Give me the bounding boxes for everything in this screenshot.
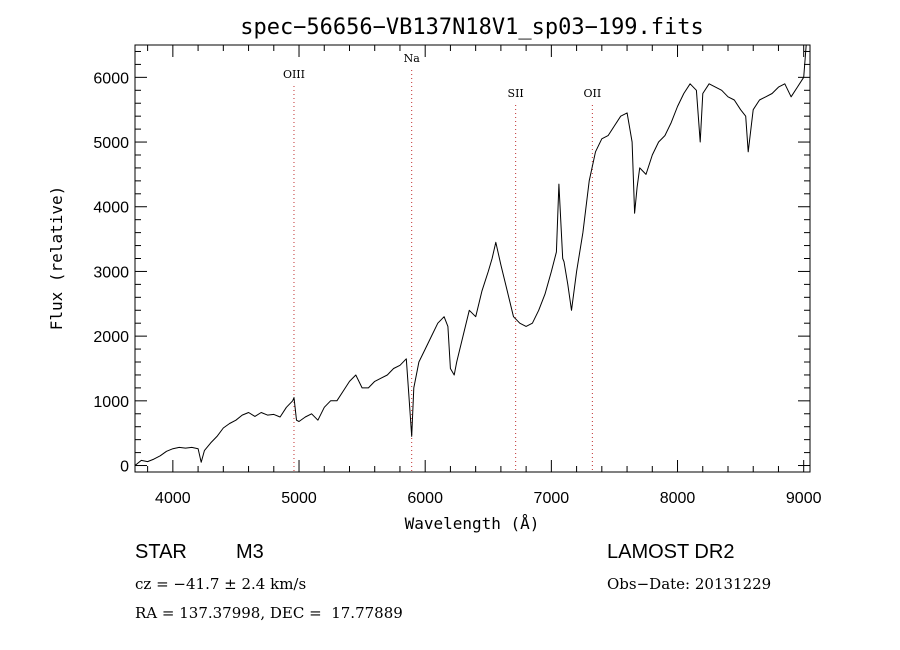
line-marker-label: SII xyxy=(508,87,524,100)
redshift-cz: cz = −41.7 ± 2.4 km/s xyxy=(135,575,307,593)
line-marker-label: OIII xyxy=(283,68,305,81)
x-tick-label: 4000 xyxy=(155,490,191,507)
y-tick-label: 2000 xyxy=(93,329,129,346)
y-tick-label: 1000 xyxy=(93,394,129,411)
emission-line-markers: OIII Na OII SII xyxy=(283,52,601,472)
object-subclass: M3 xyxy=(236,541,264,563)
survey-name: LAMOST DR2 xyxy=(607,541,735,563)
spectrum-line xyxy=(134,44,807,466)
x-tick-label: 8000 xyxy=(660,490,696,507)
y-tick-label: 5000 xyxy=(93,135,129,152)
y-tick-label: 0 xyxy=(120,459,129,476)
x-tick-label: 9000 xyxy=(786,490,822,507)
plot-frame xyxy=(134,44,811,473)
x-tick-label: 5000 xyxy=(281,490,317,507)
y-tick-label: 4000 xyxy=(93,200,129,217)
x-axis-label: Wavelength (Å) xyxy=(405,514,540,533)
x-axis: 4000 5000 6000 7000 8000 9000 xyxy=(147,45,822,507)
line-marker-label: OII xyxy=(584,87,602,100)
chart-title: spec−56656−VB137N18V1_sp03−199.fits xyxy=(240,15,704,40)
x-tick-label: 7000 xyxy=(534,490,570,507)
object-class: STAR xyxy=(135,541,187,563)
y-axis: 0 1000 2000 3000 4000 5000 6000 xyxy=(93,50,810,476)
line-marker-label: Na xyxy=(404,52,421,65)
observation-date: Obs−Date: 20131229 xyxy=(607,575,772,593)
x-tick-label: 6000 xyxy=(407,490,443,507)
y-axis-label: Flux (relative) xyxy=(47,186,66,331)
coordinates: RA = 137.37998, DEC = 17.77889 xyxy=(135,604,403,622)
y-tick-label: 6000 xyxy=(93,70,129,87)
y-tick-label: 3000 xyxy=(93,264,129,281)
